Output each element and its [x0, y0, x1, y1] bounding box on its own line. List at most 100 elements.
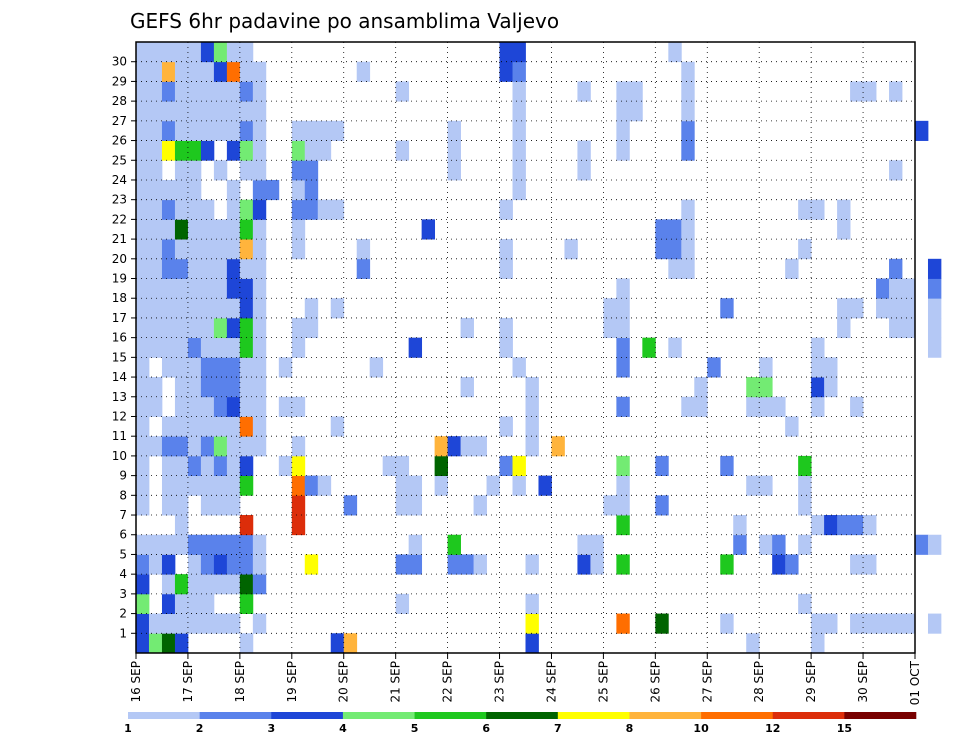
heatmap-cell [161, 317, 176, 339]
color-bar-label: 12 [765, 722, 780, 735]
heatmap-cell [136, 357, 150, 378]
y-tick-label: 14 [112, 370, 127, 384]
heatmap-cell [460, 554, 474, 575]
heatmap-cell [200, 61, 215, 82]
heatmap-cell [616, 495, 630, 516]
heatmap-cell [136, 140, 150, 161]
heatmap-cell [136, 613, 150, 634]
heatmap-cell [837, 298, 851, 319]
heatmap-cell [720, 554, 734, 575]
heatmap-cell [187, 416, 202, 437]
heatmap-cell [252, 219, 267, 240]
heatmap-cell [668, 258, 682, 279]
heatmap-cell [148, 239, 163, 260]
heatmap-cell [213, 416, 228, 437]
heatmap-cell [174, 61, 189, 82]
heatmap-cell [927, 317, 942, 339]
heatmap-cell [148, 436, 163, 457]
heatmap-cell [239, 633, 254, 654]
heatmap-cell [226, 42, 241, 63]
heatmap-cell [590, 534, 604, 555]
heatmap-cell [304, 120, 319, 141]
x-tick-label: 19 SEP [285, 661, 299, 703]
heatmap-cell [174, 160, 189, 181]
heatmap-cell [304, 554, 319, 575]
heatmap-cell [785, 416, 799, 437]
heatmap-cell [161, 219, 176, 240]
heatmap-cell [252, 337, 267, 358]
heatmap-cell [434, 455, 448, 477]
heatmap-cell [136, 42, 150, 63]
color-bar-segment [199, 712, 272, 719]
heatmap-cell [525, 633, 539, 654]
heatmap-cell [136, 495, 150, 516]
heatmap-cell [850, 554, 864, 575]
heatmap-cell [239, 160, 254, 181]
heatmap-cell [746, 396, 760, 417]
heatmap-cell [863, 554, 877, 575]
heatmap-cell [681, 396, 695, 417]
heatmap-cell [317, 120, 332, 141]
heatmap-cell [226, 317, 241, 339]
heatmap-cell [616, 101, 630, 122]
heatmap-cell [304, 179, 319, 201]
heatmap-cell [136, 475, 150, 496]
color-bar-segment [342, 712, 415, 719]
heatmap-cell [239, 298, 254, 319]
y-tick-label: 21 [112, 232, 127, 246]
heatmap-cell [330, 199, 345, 220]
heatmap-cell [161, 298, 176, 319]
heatmap-cell [902, 278, 916, 299]
heatmap-cell [811, 396, 825, 417]
heatmap-cell [226, 258, 241, 279]
heatmap-cell [616, 140, 630, 161]
heatmap-cell [187, 278, 202, 299]
heatmap-cell [668, 337, 682, 358]
color-bar-label: 6 [482, 722, 490, 735]
heatmap-cell [512, 42, 526, 63]
heatmap-cell [395, 81, 410, 102]
heatmap-cell [226, 475, 241, 496]
heatmap-cell [525, 593, 539, 614]
heatmap-cell [200, 258, 215, 279]
heatmap-cell [174, 515, 189, 536]
heatmap-cell [746, 377, 760, 398]
heatmap-cell [174, 416, 189, 437]
heatmap-cell [161, 534, 176, 555]
heatmap-cell [876, 298, 890, 319]
heatmap-cell [499, 42, 513, 63]
heatmap-cell [200, 101, 215, 122]
heatmap-cell [200, 219, 215, 240]
x-tick-label: 18 SEP [233, 661, 247, 703]
heatmap-cell [239, 42, 254, 63]
color-bar-legend: 1 2 3 4 5 6 7 8 10 12 15 [124, 712, 917, 735]
heatmap-cell [226, 81, 241, 102]
heatmap-cell [850, 298, 864, 319]
color-bar-label: 15 [837, 722, 852, 735]
heatmap-cell [226, 278, 241, 299]
heatmap-cell [226, 436, 241, 457]
heatmap-cell [772, 554, 786, 575]
heatmap-cell [577, 534, 591, 555]
heatmap-cell [136, 298, 150, 319]
heatmap-cell [525, 436, 539, 457]
heatmap-cell [226, 377, 241, 398]
heatmap-cell [759, 377, 773, 398]
heatmap-cell [291, 475, 306, 496]
heatmap-cell [824, 515, 838, 536]
heatmap-cell [785, 258, 799, 279]
x-tick-label: 29 SEP [804, 661, 818, 703]
y-tick-label: 13 [112, 390, 127, 404]
heatmap-cell [811, 633, 825, 654]
heatmap-cell [136, 377, 150, 398]
heatmap-cell [136, 455, 150, 477]
heatmap-cell [200, 298, 215, 319]
heatmap-cell [161, 475, 176, 496]
heatmap-cell [252, 377, 267, 398]
heatmap-cell [200, 317, 215, 339]
heatmap-cell [174, 140, 189, 161]
heatmap-cell [148, 140, 163, 161]
heatmap-cell [850, 396, 864, 417]
y-tick-label: 23 [112, 193, 127, 207]
x-tick-label: 21 SEP [389, 661, 403, 703]
